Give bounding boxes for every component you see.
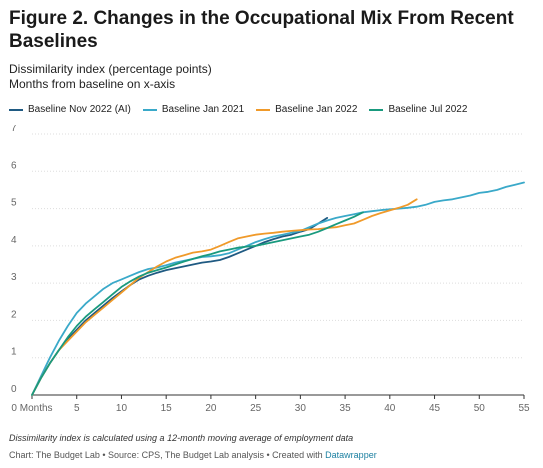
legend-swatch-jan2021: [142, 108, 157, 111]
x-tick-label: 0 Months: [11, 403, 52, 414]
y-tick-label: 4: [11, 235, 17, 246]
series-line-baseline-jan-2021: [31, 181, 525, 396]
legend-item-jan2021: Baseline Jan 2021: [142, 104, 245, 115]
y-tick-label: 0: [11, 384, 17, 395]
x-tick-label: 55: [518, 403, 530, 414]
x-tick-label: 25: [250, 403, 262, 414]
credit-text: Chart: The Budget Lab • Source: CPS, The…: [9, 450, 323, 460]
y-tick-label: 2: [11, 309, 17, 320]
x-tick-label: 5: [74, 403, 80, 414]
y-tick-label: 1: [11, 347, 17, 358]
chart-credit: Chart: The Budget Lab • Source: CPS, The…: [9, 450, 377, 460]
legend-item-nov2022: Baseline Nov 2022 (AI): [9, 104, 131, 115]
y-tick-label: 5: [11, 198, 17, 209]
chart-title: Figure 2. Changes in the Occupational Mi…: [9, 8, 514, 52]
y-tick-label: 3: [11, 272, 17, 283]
series-layer: [31, 181, 525, 396]
x-tick-label: 45: [429, 403, 441, 414]
legend-item-jan2022: Baseline Jan 2022: [256, 104, 357, 115]
y-tick-label: 7: [11, 125, 17, 134]
grid-layer: [31, 133, 525, 399]
x-tick-label: 10: [116, 403, 128, 414]
series-line-baseline-jul-2022: [31, 211, 364, 396]
legend-swatch-nov2022: [9, 108, 23, 111]
chart-subtitle: Dissimilarity index (percentage points) …: [9, 62, 212, 92]
series-line-baseline-nov-2022-ai: [31, 217, 329, 396]
legend-swatch-jul2022: [369, 108, 384, 111]
x-tick-label: 35: [340, 403, 352, 414]
datawrapper-link[interactable]: Datawrapper: [325, 450, 377, 460]
x-tick-label: 15: [161, 403, 173, 414]
x-tick-label: 40: [384, 403, 396, 414]
x-tick-label: 50: [474, 403, 486, 414]
subtitle-line-2: Months from baseline on x-axis: [9, 77, 176, 91]
legend-label-jan2021: Baseline Jan 2021: [161, 104, 245, 115]
legend-label-jan2022: Baseline Jan 2022: [275, 104, 358, 115]
legend-label-jul2022: Baseline Jul 2022: [388, 104, 468, 115]
x-tick-label: 30: [295, 403, 307, 414]
legend-item-jul2022: Baseline Jul 2022: [369, 104, 467, 115]
legend-swatch-jan2022: [256, 108, 271, 111]
x-tick-label: 20: [205, 403, 217, 414]
subtitle-line-1: Dissimilarity index (percentage points): [9, 62, 212, 76]
legend-label-nov2022: Baseline Nov 2022 (AI): [28, 104, 131, 115]
series-line-baseline-jan-2022: [31, 198, 418, 396]
chart-notes: Dissimilarity index is calculated using …: [9, 433, 354, 443]
y-tick-label: 6: [11, 160, 17, 171]
legend: Baseline Nov 2022 (AI) Baseline Jan 2021…: [9, 104, 467, 115]
